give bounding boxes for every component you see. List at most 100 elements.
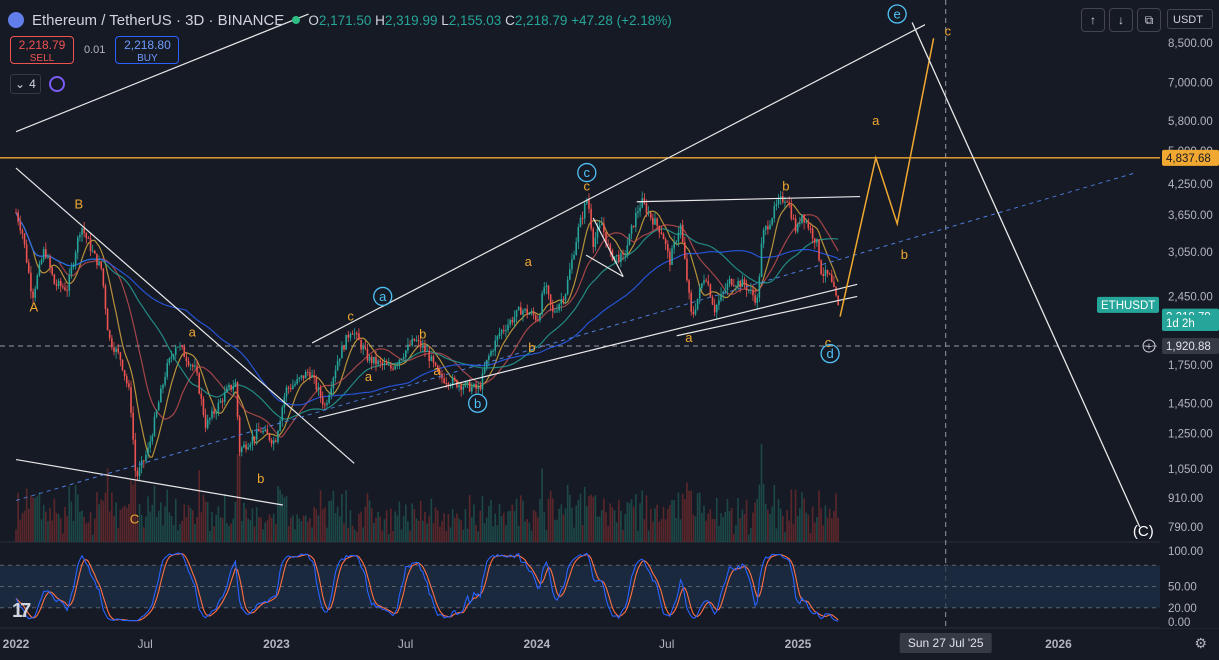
- volume-bar: [575, 505, 577, 542]
- candle: [707, 274, 710, 287]
- candle: [181, 344, 183, 350]
- time-axis[interactable]: 2022Jul2023Jul2024Jul2025Jul2026Sun 27 J…: [3, 633, 1072, 653]
- candle: [72, 262, 75, 270]
- candle: [272, 436, 275, 451]
- arrow-up-icon[interactable]: ↑: [1081, 8, 1105, 32]
- candle-body: [383, 363, 386, 365]
- candle-body: [247, 447, 249, 450]
- time-tick-label: 2026: [1045, 637, 1072, 651]
- buy-button[interactable]: 2,218.80 BUY: [115, 36, 180, 64]
- candle-body: [130, 387, 132, 413]
- candle: [364, 340, 367, 351]
- volume-bar: [600, 509, 603, 542]
- sell-button[interactable]: 2,218.79 SELL: [10, 36, 74, 64]
- candle-body: [554, 311, 556, 313]
- volume-bar: [304, 515, 307, 542]
- volume-bar: [622, 530, 624, 542]
- indicator-circle-icon[interactable]: [48, 76, 65, 92]
- indicators-toggle[interactable]: ⌄ 4: [10, 74, 41, 94]
- volume-bar: [215, 514, 218, 542]
- wave-label: b: [474, 396, 481, 411]
- candle-body: [451, 377, 454, 386]
- volume-bar: [666, 508, 669, 542]
- symbol-title[interactable]: Ethereum / TetherUS · 3D · BINANCE: [32, 11, 285, 29]
- volume-bar: [119, 509, 122, 542]
- candle: [813, 237, 816, 250]
- candle: [15, 208, 17, 214]
- volume-bar: [332, 490, 335, 542]
- candle: [151, 433, 154, 445]
- volume-bar: [277, 486, 279, 542]
- volume-bar: [45, 511, 47, 542]
- volume-bar: [641, 490, 644, 542]
- candle: [174, 344, 177, 359]
- candle: [400, 358, 403, 361]
- candle-body: [326, 402, 328, 405]
- candle: [609, 242, 612, 257]
- candle: [170, 350, 173, 363]
- candle: [543, 281, 546, 296]
- candle-body: [309, 372, 311, 378]
- volume-bar: [404, 504, 407, 542]
- candle-body: [304, 371, 307, 379]
- volume-bar: [818, 490, 820, 542]
- candle-body: [505, 330, 507, 332]
- candle-body: [724, 289, 727, 292]
- candle-body: [737, 280, 739, 287]
- candle-body: [743, 279, 746, 285]
- wave-label: (C): [1133, 523, 1154, 540]
- volume-bar: [647, 530, 650, 542]
- volume-bar: [134, 477, 137, 542]
- volume-bar: [598, 516, 601, 542]
- candle-body: [656, 218, 658, 226]
- volume-bar: [436, 510, 439, 542]
- currency-select[interactable]: USDT: [1167, 9, 1213, 29]
- price-axis[interactable]: 8,500.007,000.005,800.005,000.004,250.00…: [1097, 0, 1219, 628]
- candle: [51, 266, 54, 277]
- candle: [462, 383, 465, 395]
- candle: [652, 213, 654, 231]
- volume-bar: [707, 513, 710, 542]
- candle: [128, 379, 130, 391]
- candle-body: [592, 228, 595, 247]
- candle: [307, 368, 309, 377]
- candle-body: [777, 197, 780, 205]
- candle: [275, 437, 277, 443]
- candle: [70, 262, 73, 279]
- candle: [575, 237, 577, 256]
- volume-bar: [490, 499, 492, 542]
- volume-bar: [136, 515, 139, 542]
- volume-bar: [705, 520, 707, 542]
- volume-bar: [338, 516, 341, 542]
- candle-body: [590, 208, 592, 229]
- trend-lines[interactable]: [0, 13, 1160, 528]
- volume-bar: [671, 500, 673, 542]
- volume-bar: [720, 513, 722, 542]
- volume-bar: [153, 485, 156, 542]
- volume-bar: [481, 496, 484, 542]
- volume-bar: [822, 525, 825, 542]
- candle: [85, 232, 88, 244]
- volume-bar: [289, 517, 292, 542]
- volume-bar: [89, 511, 92, 542]
- volume-bar: [23, 510, 26, 542]
- wave-label-circled: e: [887, 4, 907, 24]
- candle-body: [258, 429, 260, 432]
- arrow-down-icon[interactable]: ↓: [1109, 8, 1133, 32]
- candle: [76, 235, 79, 260]
- candle-body: [411, 338, 413, 346]
- wave-label: c: [347, 309, 354, 324]
- volume-bar: [541, 468, 543, 542]
- candle: [145, 450, 147, 464]
- candle-body: [313, 375, 315, 378]
- layout-icon[interactable]: ⧉: [1137, 8, 1161, 32]
- volume-bar: [779, 508, 782, 542]
- gear-icon[interactable]: ⚙: [1194, 635, 1207, 651]
- candle-body: [532, 312, 535, 316]
- volume-bar: [643, 519, 646, 542]
- volume-bar: [368, 500, 371, 542]
- triangle-b-line: [585, 254, 624, 278]
- candle-body: [98, 261, 100, 266]
- volume-bar: [321, 509, 324, 542]
